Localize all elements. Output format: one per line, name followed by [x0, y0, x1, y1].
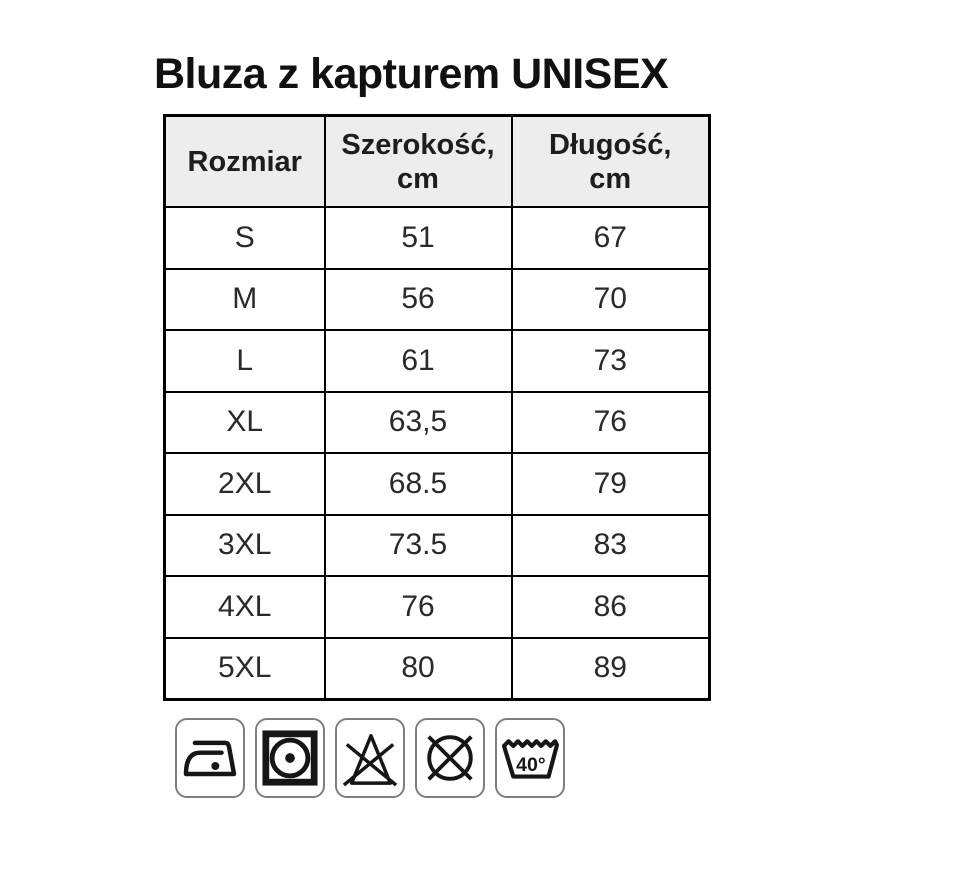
table-row-xl: XL 63,5 76	[163, 390, 711, 454]
do-not-dry-clean-icon	[415, 718, 485, 798]
wash-40-icon: 40°	[495, 718, 565, 798]
header-line: Szerokość,	[341, 128, 495, 161]
do-not-bleach-icon	[335, 718, 405, 798]
table-row-5xl: 5XL 80 89	[163, 636, 711, 701]
size-cell: 4XL	[163, 575, 326, 639]
size-cell: M	[163, 267, 326, 331]
size-table: Rozmiar Szerokość, cm Długość, cm S 51 6…	[163, 114, 711, 701]
header-line: cm	[589, 162, 632, 195]
column-header-szerokosc: Szerokość, cm	[323, 114, 513, 208]
width-cell: 51	[323, 206, 513, 270]
wash-temperature-label: 40°	[516, 754, 546, 776]
length-cell: 83	[510, 513, 711, 577]
header-line: cm	[397, 162, 439, 195]
size-cell: 5XL	[163, 636, 326, 701]
table-row-2xl: 2XL 68.5 79	[163, 452, 711, 516]
length-cell: 70	[510, 267, 711, 331]
tumble-dry-dot-icon	[255, 718, 325, 798]
table-row-m: M 56 70	[163, 267, 711, 331]
length-cell: 67	[510, 206, 711, 270]
width-cell: 68.5	[323, 452, 513, 516]
column-header-dlugosc: Długość, cm	[510, 114, 711, 208]
table-row-3xl: 3XL 73.5 83	[163, 513, 711, 577]
width-cell: 80	[323, 636, 513, 701]
header-line: Długość,	[549, 128, 672, 161]
size-table-header: Rozmiar Szerokość, cm Długość, cm	[163, 114, 711, 208]
column-header-rozmiar: Rozmiar	[163, 114, 326, 208]
width-cell: 61	[323, 329, 513, 393]
iron-one-dot-icon	[175, 718, 245, 798]
size-cell: 2XL	[163, 452, 326, 516]
length-cell: 89	[510, 636, 711, 701]
length-cell: 73	[510, 329, 711, 393]
table-row-4xl: 4XL 76 86	[163, 575, 711, 639]
width-cell: 56	[323, 267, 513, 331]
length-cell: 79	[510, 452, 711, 516]
header-line: Rozmiar	[187, 145, 302, 178]
table-row-s: S 51 67	[163, 206, 711, 270]
size-cell: XL	[163, 390, 326, 454]
care-icons-row: 40°	[175, 718, 565, 798]
length-cell: 76	[510, 390, 711, 454]
length-cell: 86	[510, 575, 711, 639]
page-title: Bluza z kapturem UNISEX	[154, 50, 669, 98]
size-cell: 3XL	[163, 513, 326, 577]
size-cell: S	[163, 206, 326, 270]
width-cell: 73.5	[323, 513, 513, 577]
width-cell: 63,5	[323, 390, 513, 454]
width-cell: 76	[323, 575, 513, 639]
header-row: Rozmiar Szerokość, cm Długość, cm	[163, 114, 711, 208]
table-row-l: L 61 73	[163, 329, 711, 393]
size-cell: L	[163, 329, 326, 393]
